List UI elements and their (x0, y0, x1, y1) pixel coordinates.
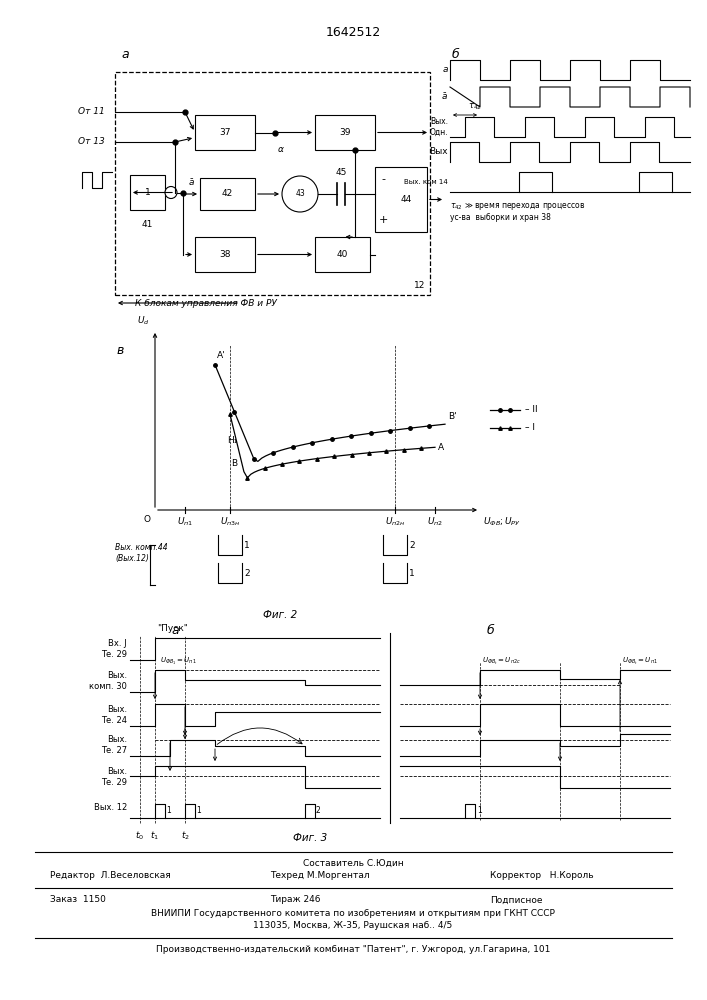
Text: Вых.
Те. 24: Вых. Те. 24 (101, 705, 127, 725)
Text: в: в (117, 344, 124, 357)
Text: A: A (438, 443, 444, 452)
Text: 113035, Москва, Ж-35, Раушская наб.. 4/5: 113035, Москва, Ж-35, Раушская наб.. 4/5 (253, 922, 452, 930)
Text: Производственно-издательский комбинат "Патент", г. Ужгород, ул.Гагарина, 101: Производственно-издательский комбинат "П… (156, 946, 550, 954)
Text: B: B (231, 459, 238, 468)
Text: ус-ва  выборки и хран 38: ус-ва выборки и хран 38 (450, 214, 551, 223)
Text: а: а (121, 48, 129, 62)
Text: $\bar{a}$: $\bar{a}$ (188, 177, 195, 188)
Text: $U_{п3н}$: $U_{п3н}$ (220, 515, 240, 528)
Text: Корректор   Н.Король: Корректор Н.Король (490, 871, 594, 880)
Text: 38: 38 (219, 250, 230, 259)
Text: (Вых.12): (Вых.12) (115, 554, 149, 564)
Text: 41: 41 (142, 220, 153, 229)
Text: O: O (144, 515, 151, 524)
Text: 1: 1 (166, 806, 171, 815)
Text: $\tau_{42}$ ≫ время перехода процессов: $\tau_{42}$ ≫ время перехода процессов (450, 202, 585, 213)
Text: – I: – I (525, 424, 535, 432)
Text: От 13: От 13 (78, 137, 105, 146)
Text: От 11: От 11 (78, 107, 105, 116)
Text: $t_0$: $t_0$ (136, 830, 144, 842)
Text: $t_1$: $t_1$ (151, 830, 160, 842)
Text: 37: 37 (219, 128, 230, 137)
Bar (375, 167, 427, 232)
Text: 39: 39 (339, 128, 351, 137)
Text: H₁: H₁ (227, 436, 238, 445)
Text: Фиг. 2: Фиг. 2 (263, 610, 297, 620)
Text: $U_{п2н}$: $U_{п2н}$ (385, 515, 405, 528)
Bar (115, 72, 430, 295)
Text: 42: 42 (222, 190, 233, 198)
Text: $U_{ФВ_t}=U_{п1}$: $U_{ФВ_t}=U_{п1}$ (622, 656, 658, 667)
Text: "Пуск": "Пуск" (157, 624, 188, 633)
Text: Вых.
комп. 30: Вых. комп. 30 (89, 671, 127, 691)
Text: Составитель С.Юдин: Составитель С.Юдин (303, 858, 404, 867)
Text: $t_2$: $t_2$ (180, 830, 189, 842)
Bar (130, 175, 165, 210)
Text: К блокам управления ФВ и РУ: К блокам управления ФВ и РУ (135, 298, 277, 308)
Text: 40: 40 (337, 250, 348, 259)
Text: B': B' (448, 412, 457, 421)
Text: $U_d$: $U_d$ (137, 314, 150, 327)
Text: 1642512: 1642512 (325, 25, 380, 38)
Text: 12: 12 (414, 281, 425, 290)
Text: $U_{п1}$: $U_{п1}$ (177, 515, 193, 528)
Text: +: + (378, 215, 387, 225)
Text: 2: 2 (316, 806, 321, 815)
Text: Редактор  Л.Веселовская: Редактор Л.Веселовская (50, 871, 171, 880)
Text: 2: 2 (244, 568, 250, 578)
Text: 1: 1 (196, 806, 201, 815)
Text: 2: 2 (409, 540, 414, 550)
Circle shape (282, 176, 318, 212)
Bar (195, 237, 255, 272)
Text: $U_{ФВ_t}=U_{п2с}$: $U_{ФВ_t}=U_{п2с}$ (482, 656, 521, 667)
Text: $U_{ФВ_1}=U_{п1}$: $U_{ФВ_1}=U_{п1}$ (160, 656, 197, 667)
Text: Вых. 12: Вых. 12 (94, 802, 127, 812)
Text: 1: 1 (477, 806, 481, 815)
Text: a: a (443, 66, 448, 75)
Bar (315, 237, 370, 272)
Text: Подписное: Подписное (490, 896, 542, 904)
Text: Вых. комп.44: Вых. комп.44 (115, 544, 168, 552)
Text: 45: 45 (335, 168, 346, 177)
Text: Вых.
Те. 27: Вых. Те. 27 (101, 735, 127, 755)
Text: ВНИИПИ Государственного комитета по изобретениям и открытиям при ГКНТ СССР: ВНИИПИ Государственного комитета по изоб… (151, 910, 555, 918)
Text: Тираж 246: Тираж 246 (270, 896, 320, 904)
Text: 1: 1 (244, 540, 250, 550)
Text: Вых. ком 14: Вых. ком 14 (404, 179, 448, 185)
Text: а: а (171, 624, 179, 637)
Text: Вх. J
Те. 29: Вх. J Те. 29 (101, 639, 127, 659)
Text: 44: 44 (400, 195, 411, 204)
Text: – II: – II (525, 406, 537, 414)
Text: $U_{п2}$: $U_{п2}$ (427, 515, 443, 528)
Text: $\bar{a}$: $\bar{a}$ (441, 92, 448, 102)
Text: 1: 1 (145, 188, 151, 197)
Text: $\tau_{42}$: $\tau_{42}$ (468, 102, 482, 112)
Text: α: α (278, 144, 284, 153)
Text: Вых: Вых (429, 147, 448, 156)
Circle shape (165, 186, 177, 198)
Text: Вых.
Те. 29: Вых. Те. 29 (101, 767, 127, 787)
Bar (195, 115, 255, 150)
Text: $U_{ФВ}; U_{РУ}$: $U_{ФВ}; U_{РУ}$ (483, 515, 521, 528)
Text: Вых.
Одн.: Вых. Одн. (429, 117, 448, 137)
Text: -: - (381, 174, 385, 184)
Text: Заказ  1150: Заказ 1150 (50, 896, 106, 904)
Text: Фиг. 3: Фиг. 3 (293, 833, 327, 843)
Bar (200, 178, 255, 210)
Text: 1: 1 (409, 568, 415, 578)
Bar (315, 115, 375, 150)
Text: A': A' (217, 351, 226, 360)
Text: б: б (486, 624, 494, 637)
Text: б: б (451, 48, 459, 62)
Text: Техред М.Моргентал: Техред М.Моргентал (270, 871, 370, 880)
Text: 43: 43 (295, 190, 305, 198)
